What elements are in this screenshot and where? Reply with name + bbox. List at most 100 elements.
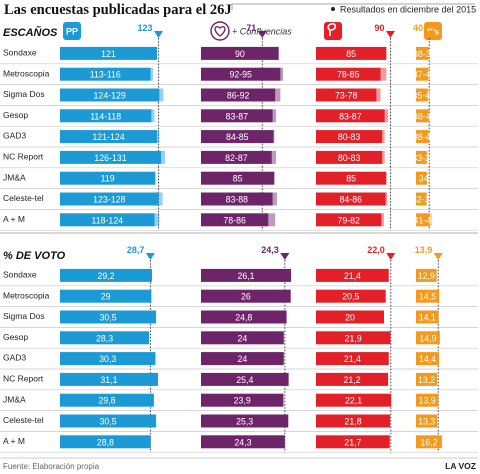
- up-bar: [201, 109, 273, 123]
- up-bar: [201, 268, 292, 282]
- pp-bar-range: [160, 150, 165, 164]
- up-bar: [201, 130, 274, 144]
- cs-bar-range: [428, 109, 430, 123]
- up-bar: [201, 213, 269, 227]
- up-bar: [201, 435, 285, 449]
- cs-bar: [416, 67, 429, 81]
- up-bar-range: [272, 192, 277, 206]
- pp-bar-label: 124-129: [94, 91, 126, 101]
- up-bar-label: 24,3: [234, 437, 251, 447]
- up-bar: [201, 289, 291, 303]
- psoe-bar-range: [382, 130, 385, 144]
- pp-bar: [60, 352, 156, 366]
- psoe-bar-label: 83-87: [339, 111, 362, 121]
- psoe-bar: [316, 393, 392, 407]
- psoe-bar-range: [376, 88, 381, 102]
- psoe-bar-label: 21,7: [344, 437, 361, 447]
- up-bar-label: 86-92: [227, 91, 250, 101]
- psoe-bar: [316, 372, 389, 386]
- cs-bar-range: [426, 150, 428, 164]
- pollster-label: Celeste-tel: [3, 193, 44, 203]
- pp-bar-label: 121-124: [92, 132, 124, 142]
- psoe-logo-bg: [324, 22, 342, 40]
- up-bar-label: 82-87: [225, 153, 248, 163]
- pollster-label: Metroscopia: [3, 68, 50, 78]
- pp-bar: [60, 109, 152, 123]
- pp-bar-label: 30,3: [99, 354, 116, 364]
- up-bar-label: 92-95: [229, 70, 252, 80]
- psoe-bar-label: 78-85: [337, 70, 360, 80]
- psoe-bar: [316, 435, 390, 449]
- cs-reference-value: 13,9: [415, 245, 433, 255]
- psoe-bar-range: [380, 67, 387, 81]
- psoe-bar: [316, 130, 383, 144]
- psoe-bar-range: [384, 109, 388, 123]
- section-title: ESCAÑOS: [3, 26, 58, 39]
- pollster-label: NC Report: [3, 374, 44, 384]
- up-bar: [201, 352, 284, 366]
- cs-bar: [416, 150, 427, 164]
- up-bar-label: 24: [238, 354, 248, 364]
- pp-bar-label: 118-124: [91, 215, 123, 225]
- up-bar: [201, 171, 275, 185]
- pp-reference-marker: [154, 31, 164, 38]
- pp-bar: [60, 171, 156, 185]
- heart-icon: [214, 26, 226, 37]
- psoe-bar: [316, 331, 391, 345]
- psoe-bar-range: [382, 150, 385, 164]
- pp-bar: [60, 331, 150, 345]
- up-bar-label: 85: [233, 174, 243, 184]
- cs-bar: [416, 372, 438, 386]
- psoe-bar-label: 21,4: [344, 354, 361, 364]
- pp-bar: [60, 414, 157, 428]
- legend-note: Resultados en diciembre del 2015: [340, 5, 476, 15]
- cs-bar: [416, 130, 429, 144]
- psoe-bar-label: 20: [345, 313, 355, 323]
- cs-bar-label: 38-42: [413, 111, 436, 121]
- pollster-label: GAD3: [3, 131, 26, 141]
- cs-bar-range: [426, 192, 428, 206]
- psoe-bar: [316, 352, 389, 366]
- cs-bar-label: 37-41: [413, 70, 436, 80]
- pp-reference-marker: [145, 253, 155, 260]
- psoe-bar: [316, 171, 387, 185]
- psoe-bar: [316, 414, 391, 428]
- psoe-bar-range: [381, 213, 384, 227]
- psoe-bar: [316, 88, 377, 102]
- confluencias-logo-ring: [210, 21, 230, 41]
- cs-bar: [416, 414, 438, 428]
- cs-reference-marker: [433, 253, 443, 260]
- up-bar: [201, 331, 284, 345]
- cs-bar-label: 33-35: [412, 153, 435, 163]
- pollster-label: Gesop: [3, 110, 28, 120]
- pollster-label: GAD3: [3, 353, 26, 363]
- cs-bar-range: [428, 130, 430, 144]
- psoe-bar-label: 84-86: [340, 195, 363, 205]
- up-bar-label: 24,8: [235, 313, 252, 323]
- pp-bar: [60, 393, 154, 407]
- pp-bar: [60, 268, 152, 282]
- cs-bar-label: 32-34: [412, 195, 435, 205]
- pp-bar-label: 29,8: [98, 396, 115, 406]
- psoe-reference-value: 22,0: [367, 245, 385, 255]
- cs-bar: [416, 393, 439, 407]
- pollster-label: A + M: [3, 214, 25, 224]
- psoe-bar-label: 20,5: [342, 292, 359, 302]
- cs-logo-icon: C's: [427, 28, 440, 37]
- pp-bar-label: 121: [101, 49, 116, 59]
- cs-bar: [416, 310, 439, 324]
- pp-bar-label: 28,8: [97, 437, 114, 447]
- up-bar-label: 24: [238, 333, 248, 343]
- fist-rose-icon: [327, 22, 337, 36]
- pp-bar-label: 123-128: [93, 195, 125, 205]
- pp-bar-label: 113-116: [90, 70, 121, 80]
- psoe-reference-marker: [385, 31, 395, 38]
- pp-bar-label: 31,1: [100, 375, 117, 385]
- cs-bar: [416, 192, 427, 206]
- cs-bar: [416, 109, 429, 123]
- up-bar-range: [268, 213, 276, 227]
- cs-bar-label: 41-48: [414, 215, 437, 225]
- psoe-bar-label: 22,1: [345, 396, 362, 406]
- cs-reference-value: 40: [413, 23, 423, 33]
- cs-bar-label: 12,9: [418, 271, 435, 281]
